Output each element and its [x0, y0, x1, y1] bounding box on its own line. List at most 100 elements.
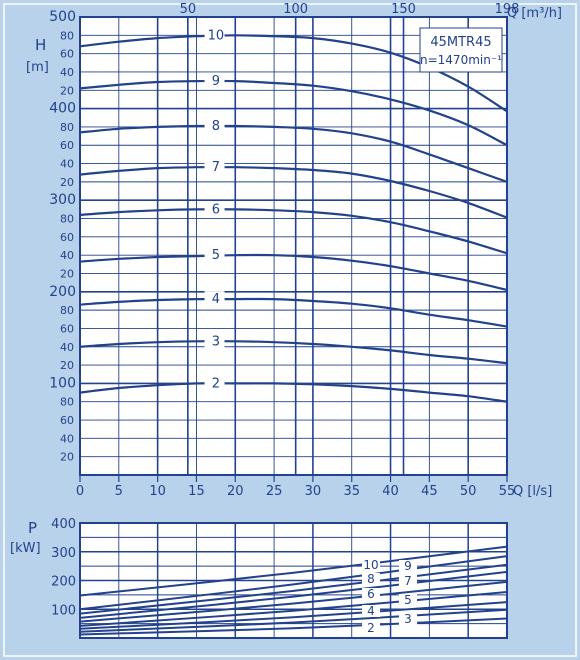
model-info-box: [419, 27, 503, 73]
head-tick-label: 80: [60, 213, 74, 226]
head-tick-label: 500: [49, 9, 76, 25]
flow-m3h-axis-label: Q [m³/h]: [507, 6, 562, 21]
head-curve-label-gap: [204, 118, 225, 134]
flow-tick-label: 5: [115, 484, 123, 499]
head-curve-4: [79, 297, 508, 328]
power-curve-label: 5: [404, 593, 412, 607]
head-tick-label: 20: [60, 451, 74, 464]
head-axis-unit: [m]: [26, 60, 49, 75]
head-curve-label: 2: [212, 376, 220, 391]
flow-m3h-tick-label: 100: [283, 2, 308, 17]
flow-tick-label: 25: [266, 484, 283, 499]
head-tick-label: 20: [60, 359, 74, 372]
head-curve-label-gap: [204, 291, 225, 307]
head-curve-label-gap: [204, 247, 225, 263]
head-curve-label-gap: [204, 333, 225, 349]
head-tick-label: 60: [60, 139, 74, 152]
power-curve-label-gap: [362, 573, 380, 585]
power-curve-label-gap: [399, 575, 417, 587]
head-curve-label-gap: [204, 73, 225, 89]
power-y-tick-labels: 100 200 300 400: [51, 517, 76, 618]
outer-border: [3, 3, 577, 657]
head-curve-8: [79, 124, 508, 183]
flow-tick-label: 15: [188, 484, 205, 499]
head-curve-label: 7: [212, 160, 220, 175]
power-curve-label: 4: [367, 604, 375, 618]
head-axis-label: H: [35, 36, 46, 54]
flow-x-tick-labels: 0 5 10 15 20 25 30 35 40 45 50 55: [76, 475, 515, 499]
power-curve-label-gap: [362, 622, 380, 634]
power-curve-4: [79, 601, 508, 630]
flow-tick-label: 0: [76, 484, 84, 499]
power-curve-label-gap: [399, 560, 417, 572]
power-curve-label: 10: [363, 558, 378, 572]
head-tick-label: 60: [60, 322, 74, 335]
flow-m3h-tick-label: 198: [495, 2, 520, 17]
flow-tick-label: 30: [305, 484, 322, 499]
flow-tick-label: 45: [421, 484, 438, 499]
head-curve-label: 5: [212, 248, 220, 263]
power-curve-label-gap: [399, 613, 417, 625]
flow-tick-label: 55: [499, 484, 516, 499]
head-curve-label: 10: [208, 28, 225, 43]
power-curve-label: 7: [404, 574, 412, 588]
power-curves: [79, 545, 508, 636]
power-axis-label: P: [28, 519, 37, 537]
power-curve-label: 2: [367, 621, 375, 635]
flow-tick-label: 35: [343, 484, 360, 499]
head-curve-3: [79, 340, 508, 365]
head-curve-label: 3: [212, 334, 220, 349]
power-tick-label: 300: [51, 546, 76, 561]
head-tick-label: 20: [60, 176, 74, 189]
head-tick-label: 20: [60, 267, 74, 280]
power-tick-label: 400: [51, 517, 76, 532]
head-curve-label-gap: [204, 375, 225, 391]
power-curve-label-gap: [399, 594, 417, 606]
head-curve-9: [79, 79, 508, 147]
head-curve-label: 6: [212, 202, 220, 217]
flow-m3h-tick-label: 50: [180, 2, 197, 17]
flow-tick-label: 10: [149, 484, 166, 499]
power-curve-label-gap: [362, 588, 380, 600]
power-curve-label-gap: [362, 605, 380, 617]
head-curve-label: 4: [212, 292, 220, 307]
head-tick-label: 40: [60, 249, 74, 262]
head-tick-label: 400: [49, 101, 76, 117]
power-curve-label: 6: [367, 587, 375, 601]
head-tick-label: 200: [49, 284, 76, 300]
power-curve-label: 9: [404, 559, 412, 573]
head-curve-2: [79, 382, 508, 403]
power-curve-3: [79, 608, 508, 633]
head-y-tick-labels: 20 40 60 80 100 20 40 60 80 200 20 40 60 80 300 20 40 60 8…: [49, 9, 76, 464]
power-tick-label: 100: [51, 603, 76, 618]
power-curve-8: [79, 563, 508, 615]
power-axis-unit: [kW]: [10, 541, 41, 556]
power-curve-5: [79, 591, 508, 627]
head-curve-6: [79, 208, 508, 255]
head-tick-label: 80: [60, 396, 74, 409]
head-curve-label-gap: [204, 27, 225, 43]
power-curve-10: [79, 545, 508, 597]
flow-tick-label: 40: [382, 484, 399, 499]
head-curves: [79, 34, 508, 403]
power-curve-7: [79, 570, 508, 619]
head-tick-label: 60: [60, 48, 74, 61]
head-tick-label: 20: [60, 84, 74, 97]
head-tick-label: 100: [49, 375, 76, 391]
head-curve-label: 9: [212, 74, 220, 89]
power-curve-label-gap: [362, 559, 380, 571]
power-curve-label: 8: [367, 572, 375, 586]
head-tick-label: 40: [60, 66, 74, 79]
power-curve-6: [79, 580, 508, 623]
head-curve-label-gap: [204, 201, 225, 217]
head-curve-label-gap: [204, 159, 225, 175]
power-curve-labels: 2 3 4 5 6 7 8 9 10: [362, 558, 417, 635]
flow-m3h-tick-label: 150: [391, 2, 416, 17]
head-chart-plot-area: [79, 16, 508, 476]
head-tick-label: 60: [60, 414, 74, 427]
flow-tick-label: 50: [460, 484, 477, 499]
head-tick-label: 80: [60, 121, 74, 134]
power-curve-9: [79, 555, 508, 611]
flow-tick-label: 20: [227, 484, 244, 499]
head-tick-label: 80: [60, 304, 74, 317]
